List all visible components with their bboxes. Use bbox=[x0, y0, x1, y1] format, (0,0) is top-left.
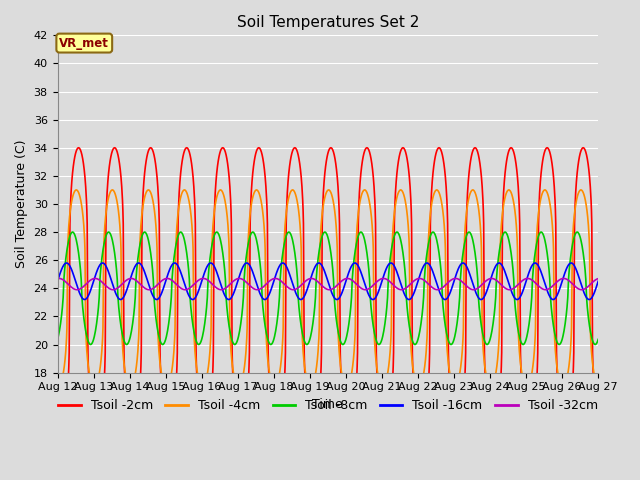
Tsoil -8cm bbox=[595, 336, 602, 342]
Line: Tsoil -32cm: Tsoil -32cm bbox=[58, 278, 598, 290]
Tsoil -16cm bbox=[412, 287, 419, 292]
Tsoil -32cm bbox=[595, 276, 602, 282]
Tsoil -32cm bbox=[54, 276, 61, 282]
Legend: Tsoil -2cm, Tsoil -4cm, Tsoil -8cm, Tsoil -16cm, Tsoil -32cm: Tsoil -2cm, Tsoil -4cm, Tsoil -8cm, Tsoi… bbox=[53, 394, 603, 417]
Tsoil -32cm bbox=[73, 287, 81, 293]
Tsoil -16cm bbox=[174, 263, 182, 268]
Tsoil -2cm bbox=[500, 179, 508, 184]
Tsoil -8cm bbox=[280, 245, 287, 251]
Tsoil -4cm bbox=[54, 384, 61, 389]
Text: VR_met: VR_met bbox=[60, 36, 109, 49]
Tsoil -4cm bbox=[54, 384, 62, 390]
Tsoil -16cm bbox=[500, 267, 508, 273]
Tsoil -16cm bbox=[280, 260, 287, 266]
Tsoil -8cm bbox=[54, 336, 61, 342]
Line: Tsoil -2cm: Tsoil -2cm bbox=[58, 148, 598, 429]
Tsoil -4cm bbox=[500, 198, 508, 204]
Tsoil -2cm bbox=[75, 145, 83, 151]
Line: Tsoil -4cm: Tsoil -4cm bbox=[58, 190, 598, 387]
Tsoil -16cm bbox=[63, 260, 70, 266]
Tsoil -2cm bbox=[174, 286, 182, 291]
Tsoil -32cm bbox=[500, 285, 508, 290]
Tsoil -4cm bbox=[267, 375, 275, 381]
Tsoil -8cm bbox=[174, 234, 182, 240]
Tsoil -4cm bbox=[280, 286, 287, 291]
Title: Soil Temperatures Set 2: Soil Temperatures Set 2 bbox=[237, 15, 419, 30]
Tsoil -4cm bbox=[595, 384, 602, 389]
Tsoil -4cm bbox=[412, 378, 419, 384]
Tsoil -32cm bbox=[55, 276, 63, 281]
Tsoil -16cm bbox=[267, 288, 275, 294]
Tsoil -2cm bbox=[595, 420, 602, 426]
Tsoil -32cm bbox=[267, 277, 275, 283]
Tsoil -4cm bbox=[174, 214, 182, 220]
Tsoil -2cm bbox=[54, 420, 61, 426]
Tsoil -2cm bbox=[547, 154, 555, 160]
Line: Tsoil -8cm: Tsoil -8cm bbox=[58, 232, 598, 345]
Tsoil -32cm bbox=[280, 280, 287, 286]
Tsoil -32cm bbox=[174, 283, 182, 288]
Tsoil -16cm bbox=[595, 278, 602, 284]
Tsoil -4cm bbox=[72, 187, 80, 193]
Tsoil -32cm bbox=[412, 277, 419, 283]
Tsoil -8cm bbox=[267, 342, 275, 348]
Tsoil -16cm bbox=[54, 278, 61, 284]
Tsoil -4cm bbox=[547, 207, 555, 213]
X-axis label: Time: Time bbox=[312, 398, 343, 411]
Tsoil -8cm bbox=[547, 300, 555, 306]
Tsoil -16cm bbox=[81, 297, 88, 302]
Tsoil -2cm bbox=[280, 392, 287, 398]
Tsoil -32cm bbox=[547, 285, 555, 290]
Tsoil -8cm bbox=[87, 342, 95, 348]
Tsoil -16cm bbox=[547, 295, 555, 301]
Tsoil -2cm bbox=[412, 404, 419, 410]
Tsoil -2cm bbox=[267, 397, 275, 403]
Tsoil -8cm bbox=[68, 229, 76, 235]
Tsoil -2cm bbox=[57, 426, 65, 432]
Tsoil -8cm bbox=[412, 342, 419, 348]
Y-axis label: Soil Temperature (C): Soil Temperature (C) bbox=[15, 140, 28, 268]
Line: Tsoil -16cm: Tsoil -16cm bbox=[58, 263, 598, 300]
Tsoil -8cm bbox=[500, 229, 508, 235]
